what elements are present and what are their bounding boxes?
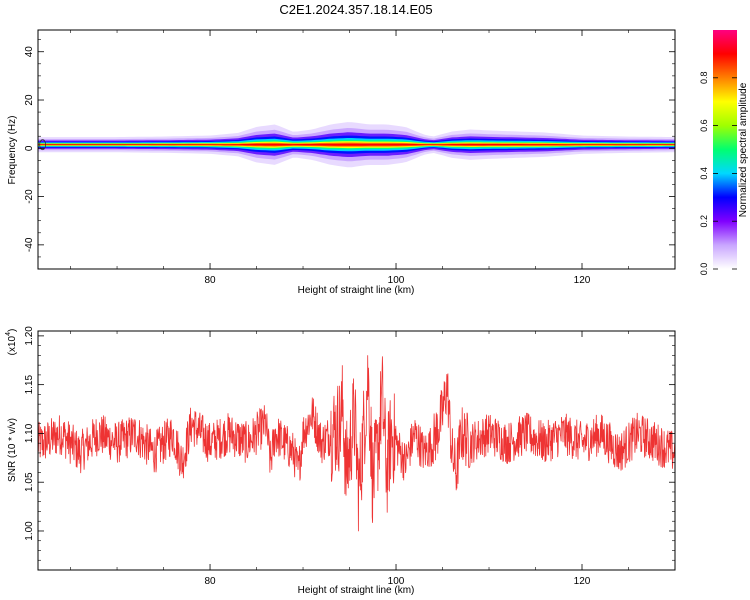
colorbar-tick-label: 0.4 xyxy=(699,167,709,180)
spectrogram-band-cap xyxy=(39,139,47,151)
spectrogram-ytick-label: -20 xyxy=(24,189,35,204)
snr-xtick-label: 100 xyxy=(388,576,405,587)
snr-xtick-label: 120 xyxy=(574,576,591,587)
colorbar-tick-label: 0.0 xyxy=(699,263,709,276)
colorbar-gradient xyxy=(713,30,737,269)
snr-ytick-label: 1.10 xyxy=(24,423,35,443)
snr-y-multiplier-exp: 4 xyxy=(5,332,12,336)
snr-ylabel: SNR (10 * v/v) xyxy=(7,418,18,482)
colorbar-tick-label: 0.6 xyxy=(699,119,709,132)
snr-y-multiplier-base: (x10 xyxy=(7,335,18,355)
spectrogram-band-core xyxy=(38,143,675,146)
snr-series-line xyxy=(38,355,675,532)
snr-frame xyxy=(37,330,676,571)
snr-ticks: 80 100 120 1.00 1.05 1.10 1.15 1.20 xyxy=(24,326,676,587)
spectrogram-ytick-label: -40 xyxy=(24,237,35,252)
spectrogram-ticks: 80 100 120 40 20 0 -20 -40 xyxy=(24,30,676,286)
snr-ytick-label: 1.15 xyxy=(24,374,35,394)
spectrogram-panel: 80 100 120 40 20 0 -20 -40 Height of straight l… xyxy=(7,29,676,296)
spectrogram-xtick-label: 120 xyxy=(574,275,591,286)
snr-xlabel: Height of straight line (km) xyxy=(298,585,415,596)
colorbar-tick-label: 0.8 xyxy=(699,72,709,85)
snr-y-multiplier: (x104) xyxy=(5,329,18,356)
spectrogram-frame xyxy=(37,29,676,270)
spectrogram-heatmap xyxy=(38,122,675,168)
spectrogram-ytick-label: 40 xyxy=(24,46,35,58)
snr-panel: 80 100 120 1.00 1.05 1.10 1.15 1.20 Height of s… xyxy=(5,326,676,596)
colorbar-label: Normalized spectral amplitude xyxy=(738,82,749,217)
spectrogram-ytick-label: 0 xyxy=(24,145,35,151)
spectrogram-xtick-label: 80 xyxy=(204,275,216,286)
spectrogram-ylabel: Frequency (Hz) xyxy=(7,116,18,185)
colorbar: 0.0 0.2 0.4 0.6 0.8 Normalized spectral ampl… xyxy=(699,30,749,275)
spectrogram-xtick-label: 100 xyxy=(388,275,405,286)
svg-text:(x104): (x104) xyxy=(5,329,18,356)
snr-xtick-label: 80 xyxy=(204,576,216,587)
chart-title: C2E1.2024.357.18.14.E05 xyxy=(279,2,432,17)
snr-ytick-label: 1.05 xyxy=(24,472,35,492)
snr-ytick-label: 1.00 xyxy=(24,521,35,541)
colorbar-tick-label: 0.2 xyxy=(699,215,709,228)
spectrogram-xlabel: Height of straight line (km) xyxy=(298,285,415,296)
snr-ytick-label: 1.20 xyxy=(24,326,35,346)
colorbar-ticks: 0.0 0.2 0.4 0.6 0.8 xyxy=(699,72,737,276)
spectrogram-ytick-label: 20 xyxy=(24,94,35,106)
